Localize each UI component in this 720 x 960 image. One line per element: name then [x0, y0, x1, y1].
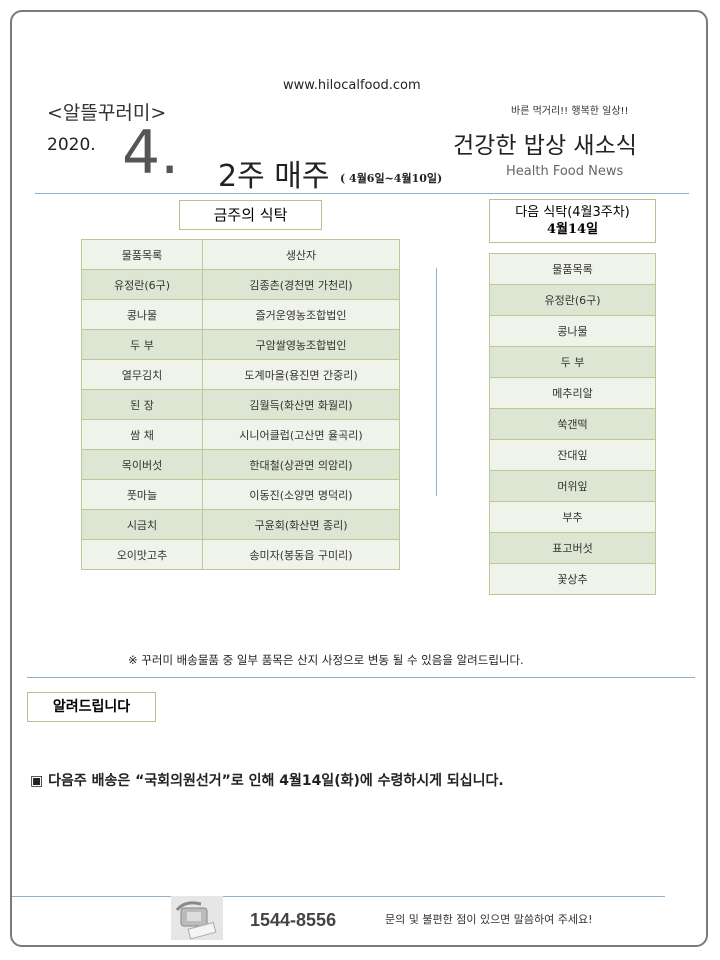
- item-cell: 유정란(6구): [489, 284, 656, 316]
- producer-cell: 구암쌀영농조합법인: [202, 329, 400, 360]
- column-header: 물품목록: [489, 253, 656, 285]
- item-cell: 꽃상추: [489, 563, 656, 595]
- this-week-table: 물품목록 생산자 유정란(6구) 김종촌(경천면 가천리) 콩나물 즐거운영농조합법인 두…: [81, 239, 400, 570]
- date-range: ( 4월6일~4월10일): [340, 172, 443, 185]
- table-row: 머위잎: [489, 470, 656, 502]
- month: 4.: [122, 118, 180, 188]
- vertical-divider: [436, 268, 437, 496]
- table-row: 유정란(6구): [489, 284, 656, 316]
- item-cell: 두 부: [489, 346, 656, 378]
- table-row: 쑥갠떡: [489, 408, 656, 440]
- footer-divider: [12, 896, 665, 897]
- telephone-icon: [171, 896, 223, 940]
- table-row: 꽃상추: [489, 563, 656, 595]
- newsletter-subtitle: Health Food News: [506, 164, 624, 179]
- footer-message: 문의 및 불편한 점이 있으면 말씀하여 주세요!: [385, 913, 593, 926]
- table-row: 목이버섯 한대철(상관면 의암리): [81, 449, 400, 480]
- next-week-date: 4월14일: [546, 222, 599, 237]
- producer-cell: 김종촌(경천면 가천리): [202, 269, 400, 300]
- bullet-icon: ▣: [30, 773, 44, 789]
- item-cell: 부추: [489, 501, 656, 533]
- website-link[interactable]: www.hilocalfood.com: [283, 78, 421, 93]
- week-label: 2주 매주: [218, 159, 330, 194]
- item-cell: 쑥갠떡: [489, 408, 656, 440]
- announce-text: 다음주 배송은 “국회의원선거”로 인해 4월14일(화)에 수령하시게 되십니…: [48, 773, 504, 789]
- notice-divider: [27, 677, 695, 678]
- item-cell: 목이버섯: [81, 449, 203, 480]
- item-cell: 콩나물: [81, 299, 203, 330]
- item-cell: 풋마늘: [81, 479, 203, 510]
- item-cell: 오이맛고추: [81, 539, 203, 570]
- table-row: 풋마늘 이동진(소양면 명덕리): [81, 479, 400, 510]
- next-week-table: 물품목록 유정란(6구) 콩나물 두 부 메추리알 쑥갠떡 잔대잎 머위잎 부추 표고버섯 꽃상추: [489, 253, 656, 595]
- phone-number: 1544-8556: [250, 910, 337, 930]
- item-cell: 머위잎: [489, 470, 656, 502]
- announce-title: 알려드립니다: [27, 692, 156, 722]
- producer-cell: 송미자(봉동읍 구미리): [202, 539, 400, 570]
- slogan: 바른 먹거리!! 행복한 일상!!: [511, 106, 629, 117]
- item-cell: 잔대잎: [489, 439, 656, 471]
- header-divider: [35, 193, 689, 194]
- item-cell: 유정란(6구): [81, 269, 203, 300]
- producer-cell: 김월득(화산면 화월리): [202, 389, 400, 420]
- brand-name: <알뜰꾸러미>: [47, 102, 167, 124]
- column-header: 물품목록: [81, 239, 203, 270]
- this-week-title: 금주의 식탁: [179, 200, 322, 230]
- producer-cell: 한대철(상관면 의암리): [202, 449, 400, 480]
- table-row: 된 장 김월득(화산면 화월리): [81, 389, 400, 420]
- producer-cell: 도계마을(용진면 간중리): [202, 359, 400, 390]
- table-row: 두 부: [489, 346, 656, 378]
- table-row: 부추: [489, 501, 656, 533]
- item-cell: 쌈 채: [81, 419, 203, 450]
- item-cell: 시금치: [81, 509, 203, 540]
- table-row: 오이맛고추 송미자(봉동읍 구미리): [81, 539, 400, 570]
- column-header: 생산자: [202, 239, 400, 270]
- producer-cell: 시니어클럽(고산면 율곡리): [202, 419, 400, 450]
- table-row: 시금치 구윤회(화산면 종리): [81, 509, 400, 540]
- item-cell: 콩나물: [489, 315, 656, 347]
- table-row: 메추리알: [489, 377, 656, 409]
- table-row: 유정란(6구) 김종촌(경천면 가천리): [81, 269, 400, 300]
- item-cell: 두 부: [81, 329, 203, 360]
- table-row: 두 부 구암쌀영농조합법인: [81, 329, 400, 360]
- item-cell: 표고버섯: [489, 532, 656, 564]
- item-cell: 메추리알: [489, 377, 656, 409]
- producer-cell: 즐거운영농조합법인: [202, 299, 400, 330]
- notice-line: ※ 꾸러미 배송물품 중 일부 품목은 산지 사정으로 변동 될 수 있음을 알…: [128, 653, 524, 667]
- item-cell: 열무김치: [81, 359, 203, 390]
- year: 2020.: [47, 135, 96, 155]
- next-week-box: 다음 식탁(4월3주차) 4월14일: [489, 199, 656, 243]
- producer-cell: 이동진(소양면 명덕리): [202, 479, 400, 510]
- table-row: 표고버섯: [489, 532, 656, 564]
- newsletter-title: 건강한 밥상 새소식: [453, 133, 637, 159]
- item-cell: 된 장: [81, 389, 203, 420]
- next-week-title: 다음 식탁(4월3주차): [515, 205, 630, 220]
- producer-cell: 구윤회(화산면 종리): [202, 509, 400, 540]
- table-row: 콩나물 즐거운영농조합법인: [81, 299, 400, 330]
- table-row: 열무김치 도계마을(용진면 간중리): [81, 359, 400, 390]
- page-frame: [10, 10, 708, 947]
- table-row: 콩나물: [489, 315, 656, 347]
- table-row: 잔대잎: [489, 439, 656, 471]
- table-row: 쌈 채 시니어클럽(고산면 율곡리): [81, 419, 400, 450]
